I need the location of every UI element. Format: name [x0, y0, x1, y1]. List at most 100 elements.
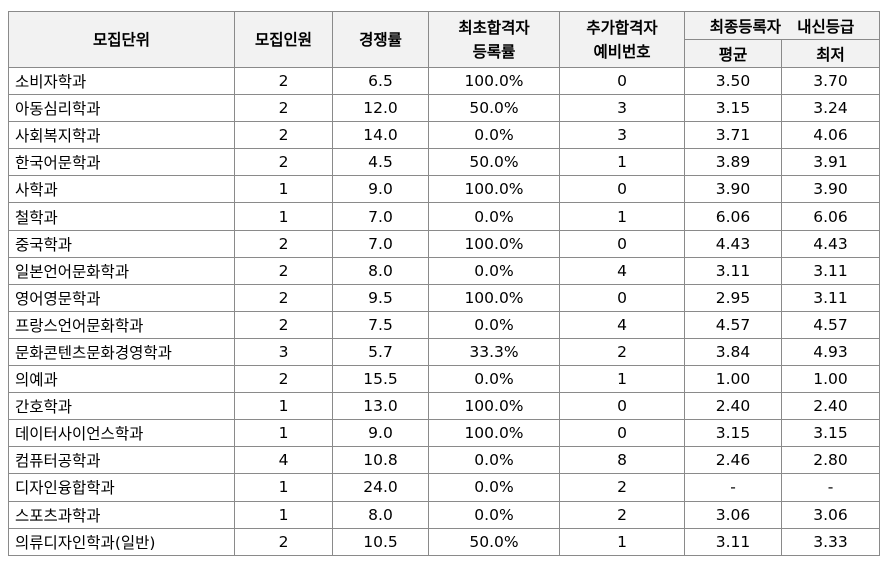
cell-average-grade: 3.84	[684, 337, 782, 367]
table-row: 컴퓨터공학과 4 10.8 0.0% 8 2.46 2.80	[8, 446, 880, 475]
header-average: 평균	[684, 39, 782, 68]
table-row: 간호학과 1 13.0 100.0% 0 2.40 2.40	[8, 392, 880, 421]
cell-minimum-grade: 4.93	[781, 337, 880, 367]
cell-competition: 8.0	[332, 500, 429, 529]
cell-competition: 6.5	[332, 66, 429, 96]
table-row: 문화콘텐츠문화경영학과 3 5.7 33.3% 2 3.84 4.93	[8, 337, 880, 367]
cell-quota: 2	[234, 66, 333, 96]
header-extra-admission: 추가합격자 예비번호	[559, 11, 685, 68]
cell-extra-admission: 1	[559, 202, 685, 231]
cell-competition: 5.7	[332, 337, 429, 367]
cell-minimum-grade: 3.70	[781, 66, 880, 96]
cell-minimum-grade: 4.57	[781, 310, 880, 339]
cell-average-grade: 6.06	[684, 202, 782, 231]
cell-average-grade: 3.15	[684, 94, 782, 123]
cell-unit: 스포츠과학과	[8, 500, 235, 529]
cell-minimum-grade: 2.80	[781, 446, 880, 475]
cell-quota: 2	[234, 229, 333, 258]
cell-first-registration: 50.0%	[428, 527, 560, 556]
cell-competition: 12.0	[332, 94, 429, 123]
table-row: 디자인융합학과 1 24.0 0.0% 2- -	[8, 473, 880, 502]
cell-first-registration: 0.0%	[428, 121, 560, 150]
cell-quota: 2	[234, 148, 333, 177]
cell-average-grade: 1.00	[684, 365, 782, 394]
cell-extra-admission: 1	[559, 365, 685, 394]
cell-extra-admission: 2	[559, 500, 685, 529]
table-row: 아동심리학과 2 12.0 50.0% 3 3.15 3.24	[8, 94, 880, 123]
cell-extra-admission: 0	[559, 229, 685, 258]
cell-competition: 7.5	[332, 310, 429, 339]
cell-first-registration: 100.0%	[428, 419, 560, 448]
cell-unit: 프랑스언어문화학과	[8, 310, 235, 339]
cell-minimum-grade: 3.11	[781, 256, 880, 285]
cell-unit: 의예과	[8, 365, 235, 394]
cell-first-registration: 100.0%	[428, 283, 560, 312]
header-first-registration-line1: 최초합격자	[458, 18, 530, 37]
cell-first-registration: 100.0%	[428, 66, 560, 96]
cell-unit: 데이터사이언스학과	[8, 419, 235, 448]
cell-first-registration: 0.0%	[428, 310, 560, 339]
admission-table-container: 모집단위 모집인원 경쟁률 최초합격자 등록률 추가합격자 예비번호 최종등록자…	[8, 11, 880, 556]
header-first-registration: 최초합격자 등록률	[428, 11, 560, 68]
table-row: 일본언어문화학과 2 8.0 0.0% 4 3.11 3.11	[8, 256, 880, 285]
cell-unit: 사학과	[8, 175, 235, 204]
table-row: 한국어문학과 2 4.5 50.0% 1 3.89 3.91	[8, 148, 880, 177]
admission-results-table: 모집단위 모집인원 경쟁률 최초합격자 등록률 추가합격자 예비번호 최종등록자…	[8, 11, 880, 556]
cell-average-grade: 3.50	[684, 66, 782, 96]
cell-first-registration: 0.0%	[428, 202, 560, 231]
cell-extra-admission: 8	[559, 446, 685, 475]
cell-average-grade: 2.46	[684, 446, 782, 475]
cell-competition: 10.5	[332, 527, 429, 556]
cell-minimum-grade: -	[781, 473, 880, 502]
header-minimum: 최저	[781, 39, 880, 68]
cell-minimum-grade: 1.00	[781, 365, 880, 394]
table-body: 소비자학과 2 6.5 100.0% 0 3.50 3.70 아동심리학과 2 12.0 50.0%…	[8, 66, 880, 556]
cell-average-grade: 3.06	[684, 500, 782, 529]
cell-quota: 1	[234, 419, 333, 448]
cell-competition: 9.0	[332, 419, 429, 448]
cell-quota: 2	[234, 283, 333, 312]
cell-unit: 한국어문학과	[8, 148, 235, 177]
cell-minimum-grade: 2.40	[781, 392, 880, 421]
cell-extra-admission: 3	[559, 94, 685, 123]
cell-first-registration: 100.0%	[428, 392, 560, 421]
header-extra-admission-line1: 추가합격자	[586, 18, 658, 37]
cell-average-grade: 4.43	[684, 229, 782, 258]
table-row: 소비자학과 2 6.5 100.0% 0 3.50 3.70	[8, 66, 880, 96]
cell-extra-admission: 0	[559, 283, 685, 312]
header-extra-admission-line2: 예비번호	[593, 42, 651, 61]
cell-extra-admission: 4	[559, 256, 685, 285]
cell-competition: 9.0	[332, 175, 429, 204]
cell-quota: 2	[234, 256, 333, 285]
cell-unit: 영어영문학과	[8, 283, 235, 312]
cell-extra-admission: 2	[559, 337, 685, 367]
cell-quota: 1	[234, 392, 333, 421]
cell-unit: 디자인융합학과	[8, 473, 235, 502]
cell-first-registration: 0.0%	[428, 473, 560, 502]
cell-minimum-grade: 4.43	[781, 229, 880, 258]
cell-extra-admission: 0	[559, 419, 685, 448]
header-competition: 경쟁률	[332, 11, 429, 68]
cell-extra-admission: 2	[559, 473, 685, 502]
table-row: 의류디자인학과(일반) 2 10.5 50.0% 1 3.11 3.33	[8, 527, 880, 556]
cell-average-grade: 3.11	[684, 256, 782, 285]
header-row-2: 평균 최저	[9, 39, 880, 68]
cell-minimum-grade: 3.91	[781, 148, 880, 177]
cell-unit: 철학과	[8, 202, 235, 231]
cell-extra-admission: 1	[559, 148, 685, 177]
cell-unit: 소비자학과	[8, 66, 235, 96]
cell-unit: 간호학과	[8, 392, 235, 421]
cell-competition: 15.5	[332, 365, 429, 394]
cell-extra-admission: 0	[559, 66, 685, 96]
cell-minimum-grade: 4.06	[781, 121, 880, 150]
cell-minimum-grade: 3.33	[781, 527, 880, 556]
cell-unit: 사회복지학과	[8, 121, 235, 150]
cell-competition: 14.0	[332, 121, 429, 150]
table-row: 스포츠과학과 1 8.0 0.0% 2 3.06 3.06	[8, 500, 880, 529]
cell-extra-admission: 0	[559, 175, 685, 204]
cell-extra-admission: 1	[559, 527, 685, 556]
cell-competition: 7.0	[332, 202, 429, 231]
cell-quota: 2	[234, 121, 333, 150]
header-row-1: 모집단위 모집인원 경쟁률 최초합격자 등록률 추가합격자 예비번호 최종등록자…	[8, 11, 880, 68]
cell-first-registration: 0.0%	[428, 500, 560, 529]
